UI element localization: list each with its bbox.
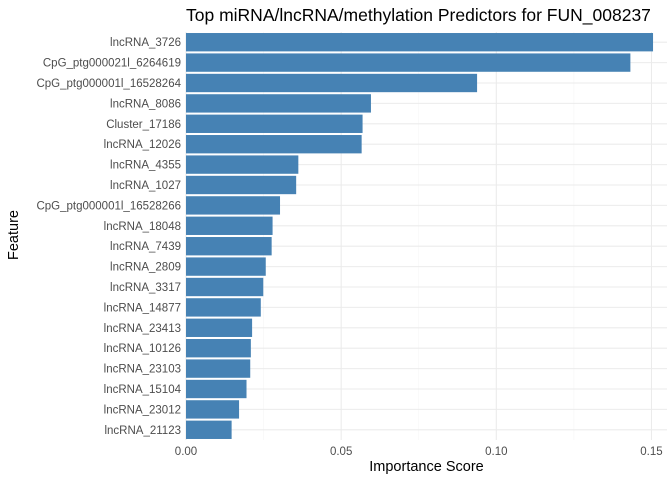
bar-lncRNA_21123 — [186, 420, 232, 439]
y-tick-label: CpG_ptg000001l_16528266 — [36, 200, 181, 212]
bar-CpG_ptg000001l_16528266 — [186, 196, 281, 215]
chart-title: Top miRNA/lncRNA/methylation Predictors … — [186, 5, 651, 26]
x-tick-label: 0.00 — [175, 446, 197, 458]
bars — [186, 33, 654, 439]
y-tick-label: lncRNA_2809 — [110, 262, 181, 274]
grid — [185, 32, 667, 440]
bar-lncRNA_18048 — [186, 216, 273, 235]
bar-lncRNA_23012 — [186, 400, 240, 419]
y-tick-label: lncRNA_23413 — [104, 323, 181, 335]
bar-lncRNA_2809 — [186, 257, 266, 276]
bar-lncRNA_15104 — [186, 379, 247, 399]
bar-lncRNA_7439 — [186, 237, 272, 256]
y-tick-label: lncRNA_23012 — [104, 404, 181, 416]
y-tick-label: CpG_ptg000001l_16528264 — [36, 78, 181, 90]
bar-lncRNA_3726 — [186, 33, 654, 52]
y-axis-labels: lncRNA_3726 CpG_ptg000021l_6264619 CpG_ptg… — [36, 37, 181, 437]
y-tick-label: lncRNA_18048 — [104, 221, 181, 233]
y-tick-label: lncRNA_7439 — [110, 241, 181, 253]
bar-CpG_ptg000021l_6264619 — [186, 53, 631, 72]
bar-lncRNA_12026 — [186, 135, 362, 154]
y-tick-label: lncRNA_1027 — [110, 180, 181, 192]
bar-lncRNA_8086 — [186, 94, 371, 113]
y-tick-label: lncRNA_23103 — [104, 364, 181, 376]
y-tick-label: lncRNA_12026 — [104, 139, 181, 151]
x-tick-label: 0.10 — [485, 446, 507, 458]
bar-lncRNA_23103 — [186, 359, 251, 378]
bar-lncRNA_1027 — [186, 175, 297, 195]
y-tick-label: lncRNA_8086 — [110, 98, 181, 110]
y-tick-label: lncRNA_21123 — [104, 425, 181, 437]
y-tick-label: Cluster_17186 — [106, 119, 181, 131]
y-axis-title: Feature — [6, 210, 22, 260]
bar-lncRNA_14877 — [186, 298, 261, 317]
y-tick-label: lncRNA_10126 — [104, 343, 181, 355]
bar-lncRNA_23413 — [186, 318, 253, 337]
bar-CpG_ptg000001l_16528264 — [186, 73, 478, 93]
bar-Cluster_17186 — [186, 114, 363, 133]
y-tick-label: lncRNA_3317 — [110, 282, 181, 294]
bar-lncRNA_10126 — [186, 339, 251, 358]
bar-lncRNA_3317 — [186, 277, 264, 297]
y-tick-label: lncRNA_15104 — [104, 384, 182, 396]
y-tick-label: CpG_ptg000021l_6264619 — [43, 58, 181, 70]
bar-lncRNA_4355 — [186, 155, 299, 174]
x-tick-label: 0.15 — [640, 446, 662, 458]
y-tick-label: lncRNA_3726 — [110, 37, 181, 49]
x-tick-label: 0.05 — [330, 446, 352, 458]
y-tick-label: lncRNA_14877 — [104, 302, 181, 314]
x-axis-title: Importance Score — [369, 459, 483, 475]
y-tick-label: lncRNA_4355 — [110, 160, 181, 172]
x-axis-ticks: 0.00 0.05 0.10 0.15 — [175, 446, 663, 458]
